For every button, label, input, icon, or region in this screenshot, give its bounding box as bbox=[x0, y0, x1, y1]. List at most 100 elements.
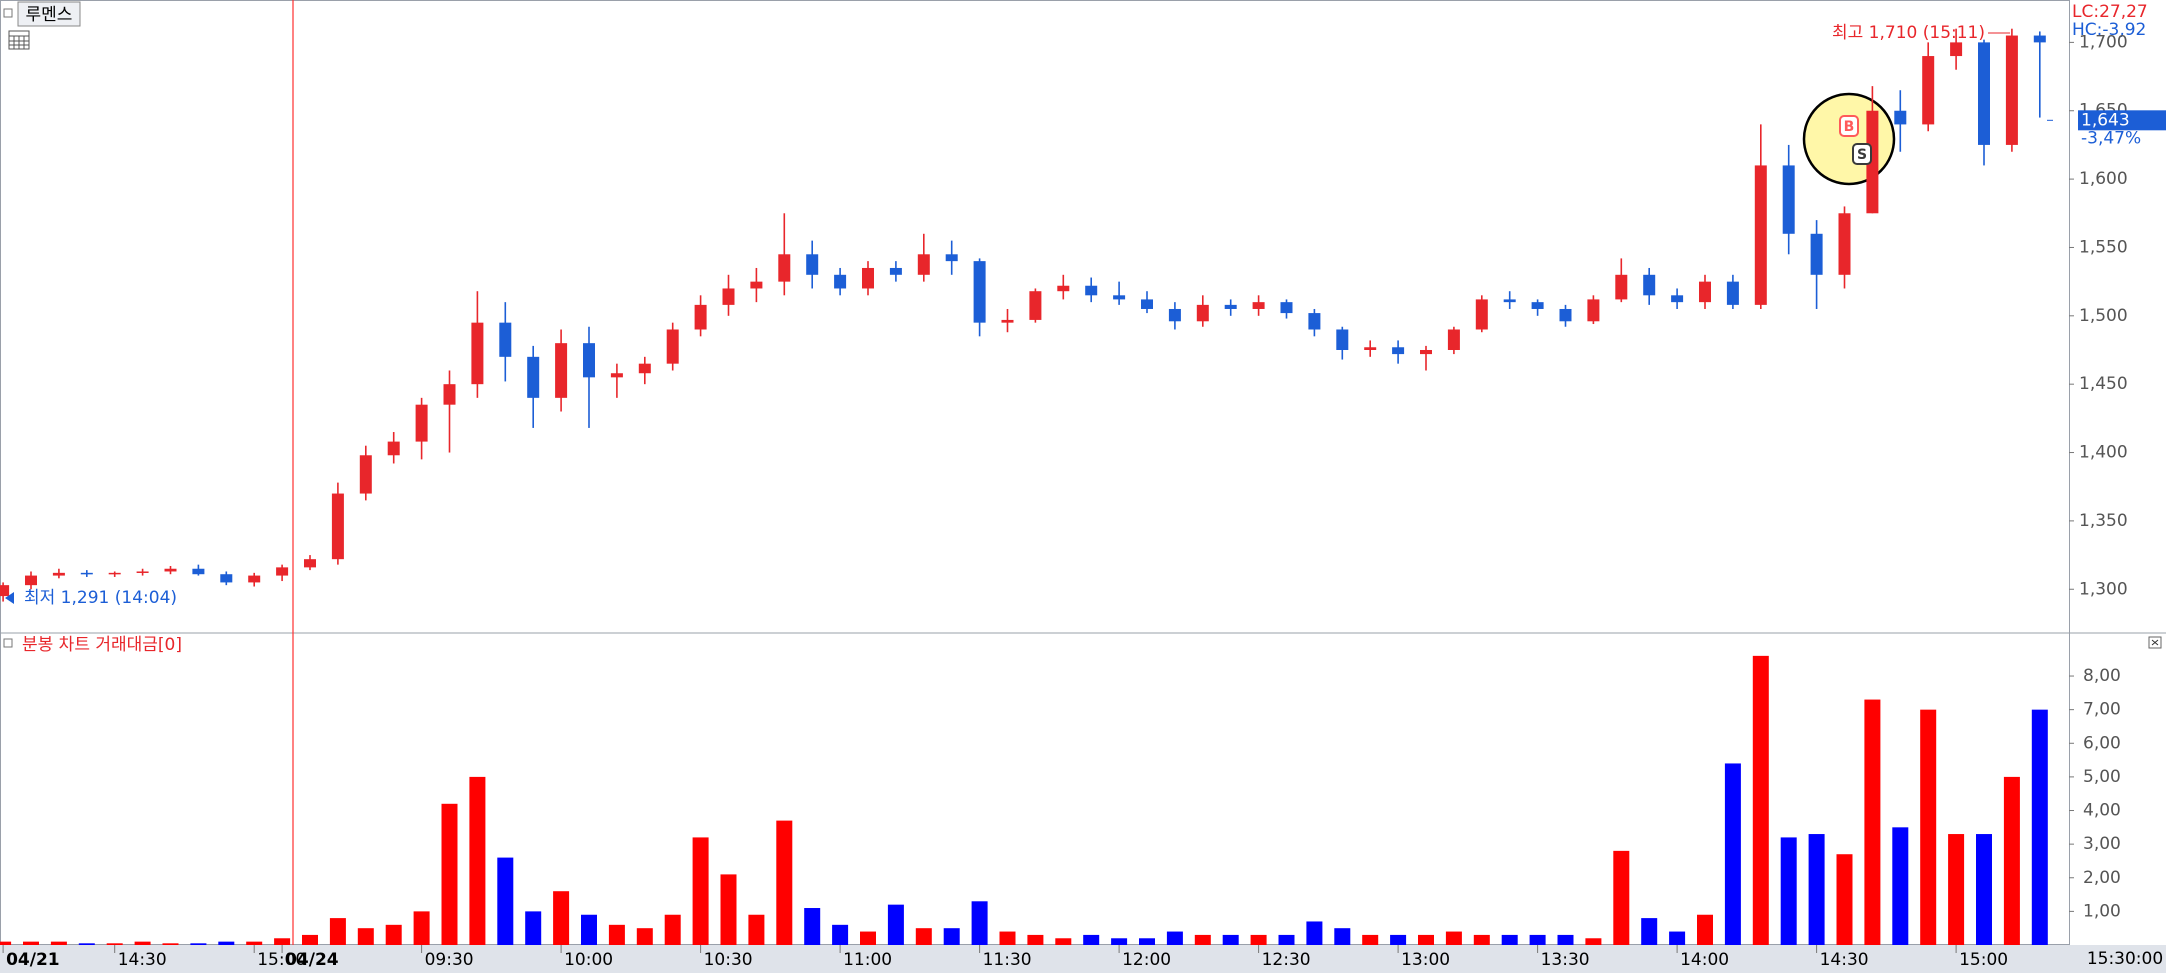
volume-bar bbox=[23, 941, 39, 945]
x-tick-label: 04/24 bbox=[285, 950, 339, 970]
candle-body bbox=[1894, 110, 1907, 125]
candle-body bbox=[248, 575, 261, 583]
volume-bar bbox=[636, 928, 653, 945]
volume-bar bbox=[1083, 934, 1100, 945]
candle-body bbox=[1978, 42, 1990, 145]
candle-body bbox=[1671, 295, 1684, 303]
candle-body bbox=[889, 267, 902, 275]
volume-bar bbox=[1139, 938, 1155, 945]
candle-body bbox=[1168, 308, 1181, 322]
volume-bar bbox=[413, 911, 430, 945]
volume-bar bbox=[971, 901, 988, 945]
candle-body bbox=[1615, 274, 1628, 300]
y-tick-label: 1,350 bbox=[2079, 511, 2128, 531]
volume-bar bbox=[832, 924, 849, 945]
volume-bar bbox=[50, 941, 67, 945]
low-annotation: 최저 1,291 (14:04) bbox=[24, 588, 177, 608]
candle-body bbox=[1252, 302, 1265, 309]
volume-bar bbox=[357, 928, 374, 945]
x-tick-label: 12:30 bbox=[1262, 950, 1311, 970]
x-tick-label: 13:00 bbox=[1401, 950, 1450, 970]
volume-bar bbox=[664, 914, 681, 945]
candle-body bbox=[1085, 285, 1098, 296]
x-end-label: 15:30:00 bbox=[2087, 949, 2163, 969]
candle-body bbox=[1447, 329, 1460, 350]
x-tick-label: 11:30 bbox=[983, 950, 1032, 970]
y-tick-label: 8,00 bbox=[2083, 666, 2121, 686]
candle-body bbox=[1141, 299, 1153, 309]
y-tick-label: 1,450 bbox=[2079, 374, 2128, 394]
y-tick-label: 1,00 bbox=[2083, 901, 2121, 921]
volume-bar bbox=[1948, 834, 1965, 945]
volume-bar bbox=[915, 928, 932, 945]
volume-bar bbox=[1724, 763, 1741, 945]
volume-bar bbox=[2031, 709, 2048, 945]
x-axis-strip bbox=[0, 945, 2166, 973]
candle-body bbox=[471, 322, 484, 385]
volume-bar bbox=[1920, 709, 1937, 945]
x-tick-label: 15:00 bbox=[1959, 950, 2008, 970]
volume-bar bbox=[1808, 834, 1825, 945]
candle-body bbox=[359, 455, 372, 494]
y-tick-label: 3,00 bbox=[2083, 834, 2121, 854]
x-tick-label: 15:00 bbox=[257, 950, 306, 970]
x-tick-label: 11:00 bbox=[843, 950, 892, 970]
y-tick-label: 1,500 bbox=[2079, 306, 2128, 326]
y-tick-label: 5,00 bbox=[2083, 767, 2121, 787]
volume-bar bbox=[190, 943, 207, 945]
candle-body bbox=[52, 572, 65, 576]
candle-body bbox=[1950, 42, 1963, 57]
volume-bar bbox=[497, 857, 514, 945]
y-tick-label: 1,550 bbox=[2079, 237, 2128, 257]
candle-body bbox=[387, 441, 400, 456]
y-tick-label: 1,400 bbox=[2079, 443, 2128, 463]
volume-bar bbox=[804, 908, 821, 945]
x-tick-label: 13:30 bbox=[1541, 950, 1590, 970]
volume-bar bbox=[1780, 837, 1797, 945]
candle-body bbox=[80, 572, 93, 575]
candle-body bbox=[1643, 274, 1656, 296]
volume-bar bbox=[1669, 931, 1686, 945]
lc-label: LC:27,27 bbox=[2072, 2, 2148, 22]
volume-bar bbox=[0, 941, 12, 945]
volume-bar bbox=[748, 914, 765, 945]
candle-body bbox=[1838, 213, 1851, 275]
candle-body bbox=[1280, 302, 1293, 314]
candle-body bbox=[220, 574, 233, 583]
volume-bar bbox=[1278, 934, 1295, 945]
panel-icon bbox=[3, 638, 13, 648]
candle-body bbox=[1057, 285, 1070, 292]
volume-bar bbox=[776, 820, 793, 945]
trade-marker: S bbox=[1857, 147, 1867, 163]
volume-bar bbox=[1194, 934, 1211, 945]
calendar-grid bbox=[9, 35, 29, 49]
candle-body bbox=[1559, 308, 1572, 322]
volume-bar bbox=[1390, 934, 1407, 945]
volume-bar bbox=[162, 943, 179, 945]
x-tick-label: 14:00 bbox=[1680, 950, 1729, 970]
panel-icon bbox=[3, 8, 13, 18]
candle-body bbox=[1531, 302, 1544, 309]
volume-bar bbox=[1473, 934, 1490, 945]
volume-bar bbox=[1418, 934, 1434, 945]
volume-bar bbox=[134, 941, 151, 945]
hc-label: HC:-3,92 bbox=[2072, 20, 2146, 40]
candle-body bbox=[666, 329, 679, 364]
candle-body bbox=[1587, 299, 1600, 322]
x-tick-label: 10:00 bbox=[564, 950, 613, 970]
volume-bar bbox=[1752, 655, 1769, 945]
volume-bar bbox=[1697, 914, 1713, 945]
candle-body bbox=[834, 274, 847, 289]
trade-marker-box bbox=[1852, 143, 1872, 165]
candle-body bbox=[806, 254, 819, 275]
candle-body bbox=[2033, 35, 2046, 43]
candle-body bbox=[1503, 299, 1516, 303]
y-tick-label: 2,00 bbox=[2083, 868, 2121, 888]
volume-bar bbox=[608, 924, 625, 945]
candle-body bbox=[750, 281, 763, 289]
x-tick-label: 14:30 bbox=[1820, 950, 1869, 970]
candle-body bbox=[945, 254, 958, 262]
candle-body bbox=[1001, 319, 1014, 323]
stock-button[interactable] bbox=[17, 1, 81, 27]
